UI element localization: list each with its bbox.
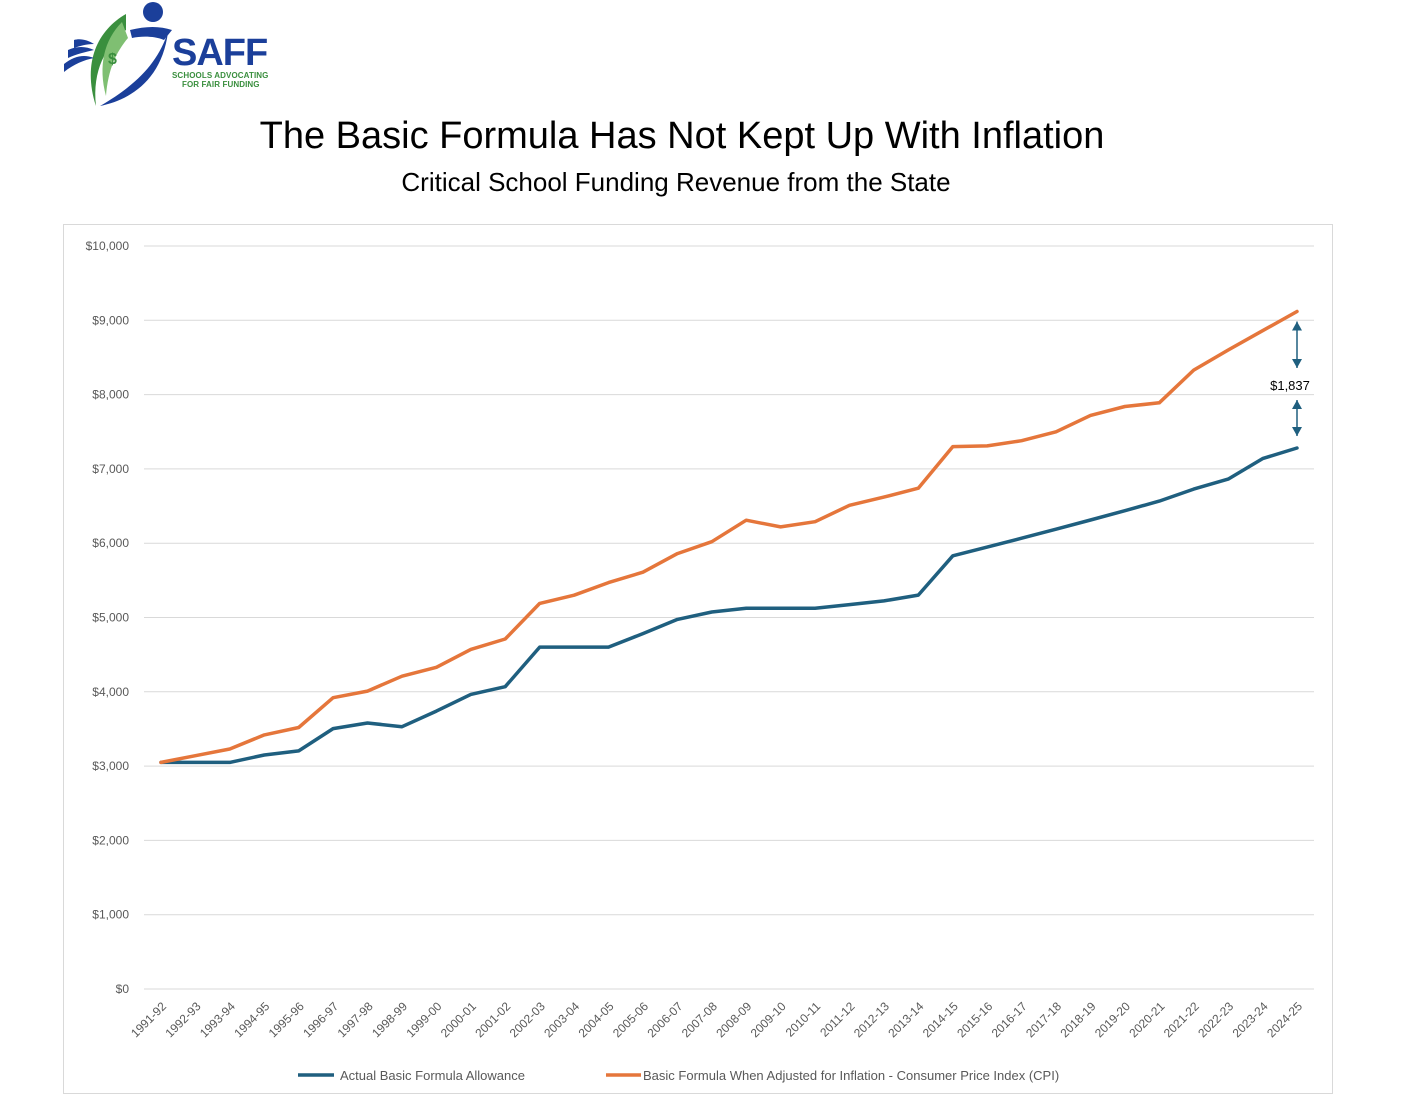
annotation-label: $1,837 [1270, 378, 1310, 393]
y-tick-label: $2,000 [92, 833, 129, 847]
x-tick-label: 1999-00 [403, 999, 444, 1040]
y-tick-label: $1,000 [92, 908, 129, 922]
annotation-arrowhead-down [1292, 359, 1302, 368]
x-tick-label: 2018-19 [1058, 999, 1099, 1040]
chart-subtitle: Critical School Funding Revenue from the… [401, 167, 951, 197]
series-line-1 [159, 446, 1299, 765]
x-tick-label: 2001-02 [472, 999, 513, 1040]
annotation-arrowhead-down [1292, 427, 1302, 437]
annotation-arrowhead-up [1292, 321, 1302, 331]
y-tick-label: $5,000 [92, 611, 129, 625]
y-tick-label: $0 [116, 982, 130, 996]
line-chart: $0 $1,000 $2,000 $3,000 $4,000 $5,000 $6,000 $7… [86, 239, 1314, 1083]
x-tick-label: 2014-15 [920, 999, 961, 1040]
x-tick-label: 1994-95 [231, 999, 272, 1040]
annotation-arrowhead-up [1292, 400, 1302, 409]
x-tick-label: 2009-10 [748, 999, 789, 1040]
y-tick-label: $9,000 [92, 313, 129, 327]
svg-text:$: $ [108, 51, 117, 68]
x-tick-label: 2007-08 [679, 999, 720, 1040]
logo-tagline-line1: SCHOOLS ADVOCATING [172, 71, 269, 80]
x-tick-label: 2012-13 [851, 999, 892, 1040]
x-tick-label: 1995-96 [266, 999, 307, 1040]
x-tick-label: 2002-03 [507, 999, 548, 1040]
y-tick-label: $6,000 [92, 536, 129, 550]
y-tick-label: $4,000 [92, 685, 129, 699]
x-tick-label: 2017-18 [1023, 999, 1064, 1040]
chart-title: The Basic Formula Has Not Kept Up With I… [259, 115, 1105, 157]
x-tick-label: 2006-07 [644, 999, 685, 1040]
legend-label: Basic Formula When Adjusted for Inflatio… [643, 1068, 1059, 1083]
x-tick-label: 1991-92 [128, 999, 169, 1040]
x-tick-label: 2011-12 [817, 999, 858, 1040]
x-tick-label: 2020-21 [1126, 999, 1167, 1040]
saff-logo: $ SAFF SCHOOLS ADVOCATING FOR FAIR FUNDI… [60, 0, 270, 112]
y-tick-label: $10,000 [86, 239, 130, 253]
x-tick-label: 1993-94 [197, 999, 238, 1040]
series-line-2 [159, 309, 1299, 765]
x-tick-label: 2015-16 [954, 999, 995, 1040]
y-tick-label: $8,000 [92, 388, 129, 402]
logo-tagline-line2: FOR FAIR FUNDING [182, 80, 260, 89]
x-tick-label: 2003-04 [541, 999, 582, 1040]
x-tick-label: 2019-20 [1092, 999, 1133, 1040]
x-tick-label: 2013-14 [885, 999, 926, 1040]
y-tick-label: $3,000 [92, 759, 129, 773]
x-tick-label: 2005-06 [610, 999, 651, 1040]
saff-logo-icon: $ [64, 2, 172, 106]
x-tick-label: 1998-99 [369, 999, 410, 1040]
x-tick-label: 2008-09 [713, 999, 754, 1040]
x-tick-label: 1997-98 [335, 999, 376, 1040]
x-tick-label: 2022-23 [1195, 999, 1236, 1040]
x-tick-label: 2016-17 [989, 999, 1030, 1040]
x-tick-label: 2004-05 [576, 999, 617, 1040]
y-tick-label: $7,000 [92, 462, 129, 476]
x-tick-label: 2023-24 [1230, 999, 1271, 1040]
x-tick-label: 1992-93 [163, 999, 204, 1040]
x-tick-label: 1996-97 [300, 999, 341, 1040]
logo-name: SAFF [172, 32, 268, 74]
x-tick-label: 2000-01 [438, 999, 479, 1040]
x-tick-label: 2021-22 [1161, 999, 1202, 1040]
x-tick-label: 2024-25 [1264, 999, 1305, 1040]
chart-frame: $0 $1,000 $2,000 $3,000 $4,000 $5,000 $6,000 $7… [63, 224, 1333, 1094]
x-tick-label: 2010-11 [783, 999, 824, 1040]
legend-label: Actual Basic Formula Allowance [340, 1068, 525, 1083]
